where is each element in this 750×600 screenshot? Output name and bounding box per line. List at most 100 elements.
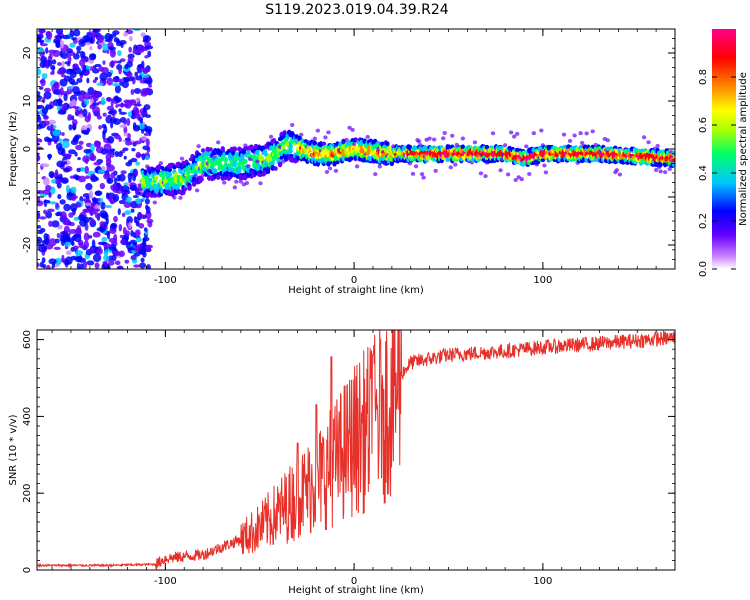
heatmap-cell (353, 137, 358, 142)
heatmap-cell (82, 198, 90, 202)
heatmap-cell (605, 138, 611, 143)
heatmap-cell (102, 131, 106, 141)
heatmap-cell (273, 166, 278, 171)
heatmap-cell (89, 104, 96, 110)
heatmap-cell (593, 142, 598, 147)
heatmap-cell (56, 160, 65, 168)
heatmap-cell (123, 119, 127, 125)
heatmap-cell (37, 115, 42, 123)
heatmap-cell (142, 88, 152, 94)
heatmap-cell (672, 158, 675, 163)
y-tick-label: 0 (22, 567, 33, 573)
heatmap-cell (104, 260, 108, 268)
heatmap-cell (72, 64, 78, 69)
heatmap-cell (344, 137, 349, 142)
heatmap-cell (101, 212, 108, 219)
heatmap-cell (99, 72, 108, 82)
heatmap-cell (92, 65, 97, 69)
heatmap-cell (84, 42, 92, 46)
heatmap-cell (100, 148, 108, 155)
heatmap-cell (96, 227, 105, 232)
heatmap-cell (138, 222, 145, 229)
heatmap-cell (45, 264, 51, 269)
heatmap-cell (70, 246, 76, 252)
heatmap-cell (450, 133, 455, 138)
heatmap-cell (37, 230, 43, 235)
heatmap-cell (144, 198, 150, 205)
heatmap-cell (82, 261, 88, 269)
x-tick-label: 100 (533, 576, 552, 587)
heatmap-cell (208, 147, 213, 152)
heatmap-cell (125, 230, 130, 237)
heatmap-cell (46, 208, 55, 213)
heatmap-cell (127, 159, 133, 164)
heatmap-cell (498, 168, 503, 173)
heatmap-cell (77, 156, 81, 161)
heatmap-cell (71, 99, 77, 107)
heatmap-cell (59, 235, 66, 242)
heatmap-cell (37, 94, 43, 101)
heatmap-cell (80, 167, 86, 172)
heatmap-cell (105, 158, 112, 166)
heatmap-cell (57, 194, 62, 200)
heatmap-cell (413, 164, 419, 169)
heatmap-cell (43, 91, 52, 100)
heatmap-cell (137, 214, 146, 218)
heatmap-cell (42, 120, 50, 126)
heatmap-cell (133, 113, 141, 119)
heatmap-cell (524, 144, 529, 149)
heatmap-cell (66, 86, 73, 90)
heatmap-cell (511, 134, 517, 139)
heatmap-cell (94, 63, 102, 68)
heatmap-cell (136, 237, 142, 243)
heatmap-cell (246, 164, 251, 169)
heatmap-cell (99, 221, 105, 227)
heatmap-cell (70, 81, 79, 86)
snr-axes: -100 0 100 0 200 400 600 (22, 329, 676, 587)
heatmap-cell (135, 229, 141, 237)
heatmap-cell (132, 106, 138, 114)
heatmap-cell (91, 239, 96, 248)
heatmap-cell (130, 208, 135, 213)
heatmap-cell (67, 113, 73, 121)
spectrogram-heatmap (37, 29, 675, 269)
heatmap-cell (68, 229, 77, 234)
heatmap-cell (290, 122, 295, 127)
heatmap-cell (97, 44, 102, 50)
heatmap-cell (123, 155, 127, 160)
heatmap-cell (60, 39, 65, 49)
heatmap-cell (152, 200, 157, 205)
heatmap-cell (86, 77, 90, 84)
heatmap-cell (354, 164, 360, 169)
heatmap-cell (92, 231, 101, 238)
heatmap-cell (60, 177, 69, 184)
heatmap-cell (52, 129, 61, 137)
heatmap-cell (110, 172, 116, 179)
heatmap-cell (124, 78, 131, 82)
heatmap-cell (335, 160, 340, 165)
heatmap-cell (48, 220, 53, 227)
heatmap-cell (42, 115, 49, 120)
heatmap-cell (478, 171, 484, 176)
heatmap-cell (194, 188, 200, 193)
heatmap-cell (50, 124, 54, 132)
x-tick-label: 0 (351, 576, 357, 587)
heatmap-cell (96, 34, 104, 43)
heatmap-cell (43, 177, 50, 186)
heatmap-cell (232, 146, 238, 153)
heatmap-cell (348, 156, 354, 161)
heatmap-cell (62, 103, 68, 109)
heatmap-cell (83, 240, 90, 249)
heatmap-cell (123, 99, 132, 104)
heatmap-cell (82, 155, 90, 163)
y-tick-label: -10 (22, 189, 33, 205)
heatmap-cell (431, 137, 437, 142)
heatmap-cell (40, 55, 48, 63)
heatmap-cell (508, 130, 514, 135)
heatmap-cell (89, 152, 95, 161)
heatmap-cell (326, 130, 331, 135)
heatmap-cell (264, 162, 269, 168)
heatmap-cell (133, 87, 142, 95)
heatmap-cell (306, 145, 312, 150)
